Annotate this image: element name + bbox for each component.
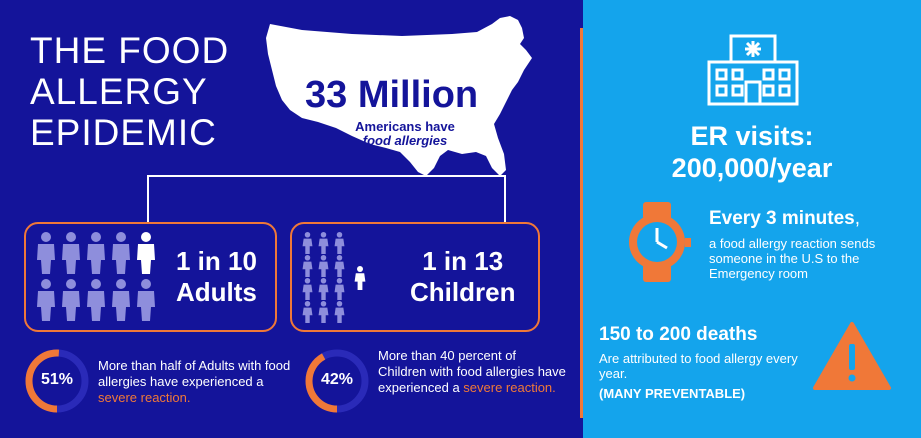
warning-icon <box>813 322 891 390</box>
watch-icon <box>629 202 691 282</box>
adult-person-icon <box>62 279 80 321</box>
er-visits-title: ER visits: 200,000/year <box>671 121 833 183</box>
child-person-icon <box>318 232 329 254</box>
child-person-icon <box>302 278 313 300</box>
adult-person-icon <box>137 279 155 321</box>
adult-person-icon <box>112 232 130 274</box>
adult-person-icon <box>37 279 55 321</box>
child-severe-ring-fill <box>305 349 369 413</box>
adult-person-highlight-icon <box>137 232 155 274</box>
adult-severe-ring-fill <box>25 349 89 413</box>
child-severe-text: More than 40 percent of Children with fo… <box>378 348 566 395</box>
child-person-highlight-icon <box>354 266 366 290</box>
hospital-icon <box>707 34 799 106</box>
child-person-icon <box>302 255 313 277</box>
child-people-icon-grid <box>302 232 366 323</box>
adult-person-icon <box>37 232 55 274</box>
child-person-icon <box>334 255 345 277</box>
allergy-epidemic-panel: THE FOOD ALLERGY EPIDEMIC 33 Million Ame… <box>24 16 566 413</box>
affected-count: 33 Million <box>305 74 479 116</box>
child-severe-percent: 42% <box>320 371 354 388</box>
adult-person-icon <box>87 232 105 274</box>
child-person-icon <box>302 232 313 254</box>
child-person-icon <box>334 232 345 254</box>
usa-map-icon <box>266 16 532 176</box>
adult-severe-text: More than half of Adults with food aller… <box>98 358 291 405</box>
panel-divider <box>580 28 583 418</box>
adult-severe-ring <box>25 349 89 413</box>
adult-person-icon <box>62 232 80 274</box>
every-minutes-text: a food allergy reaction sends someone in… <box>709 236 876 281</box>
adults-stat-card: 1 in 10 Adults <box>24 222 277 332</box>
every-minutes-heading: Every 3 minutes, <box>709 208 861 229</box>
child-person-icon <box>334 301 345 323</box>
children-ratio: 1 in 13 Children <box>410 246 516 307</box>
connector-lines <box>147 175 506 222</box>
adult-person-icon <box>87 279 105 321</box>
deaths-note: (MANY PREVENTABLE) <box>599 386 746 401</box>
er-visits-panel: ER visits: 200,000/year Every 3 minutes,… <box>583 0 921 438</box>
deaths-heading: 150 to 200 deaths <box>599 324 758 345</box>
child-person-icon <box>334 278 345 300</box>
adults-ratio: 1 in 10 Adults <box>176 246 257 307</box>
child-person-icon <box>318 255 329 277</box>
adult-people-icon-grid <box>37 232 155 321</box>
child-person-icon <box>318 278 329 300</box>
page-title: THE FOOD ALLERGY EPIDEMIC <box>30 30 230 153</box>
child-person-icon <box>302 301 313 323</box>
child-person-icon <box>318 301 329 323</box>
affected-caption: Americans have food allergies <box>355 119 455 148</box>
child-severe-ring <box>305 349 369 413</box>
adult-severe-percent: 51% <box>40 371 74 388</box>
children-stat-card: 1 in 13 Children <box>290 222 540 332</box>
adult-person-icon <box>112 279 130 321</box>
deaths-text: Are attributed to food allergy every yea… <box>599 351 798 381</box>
